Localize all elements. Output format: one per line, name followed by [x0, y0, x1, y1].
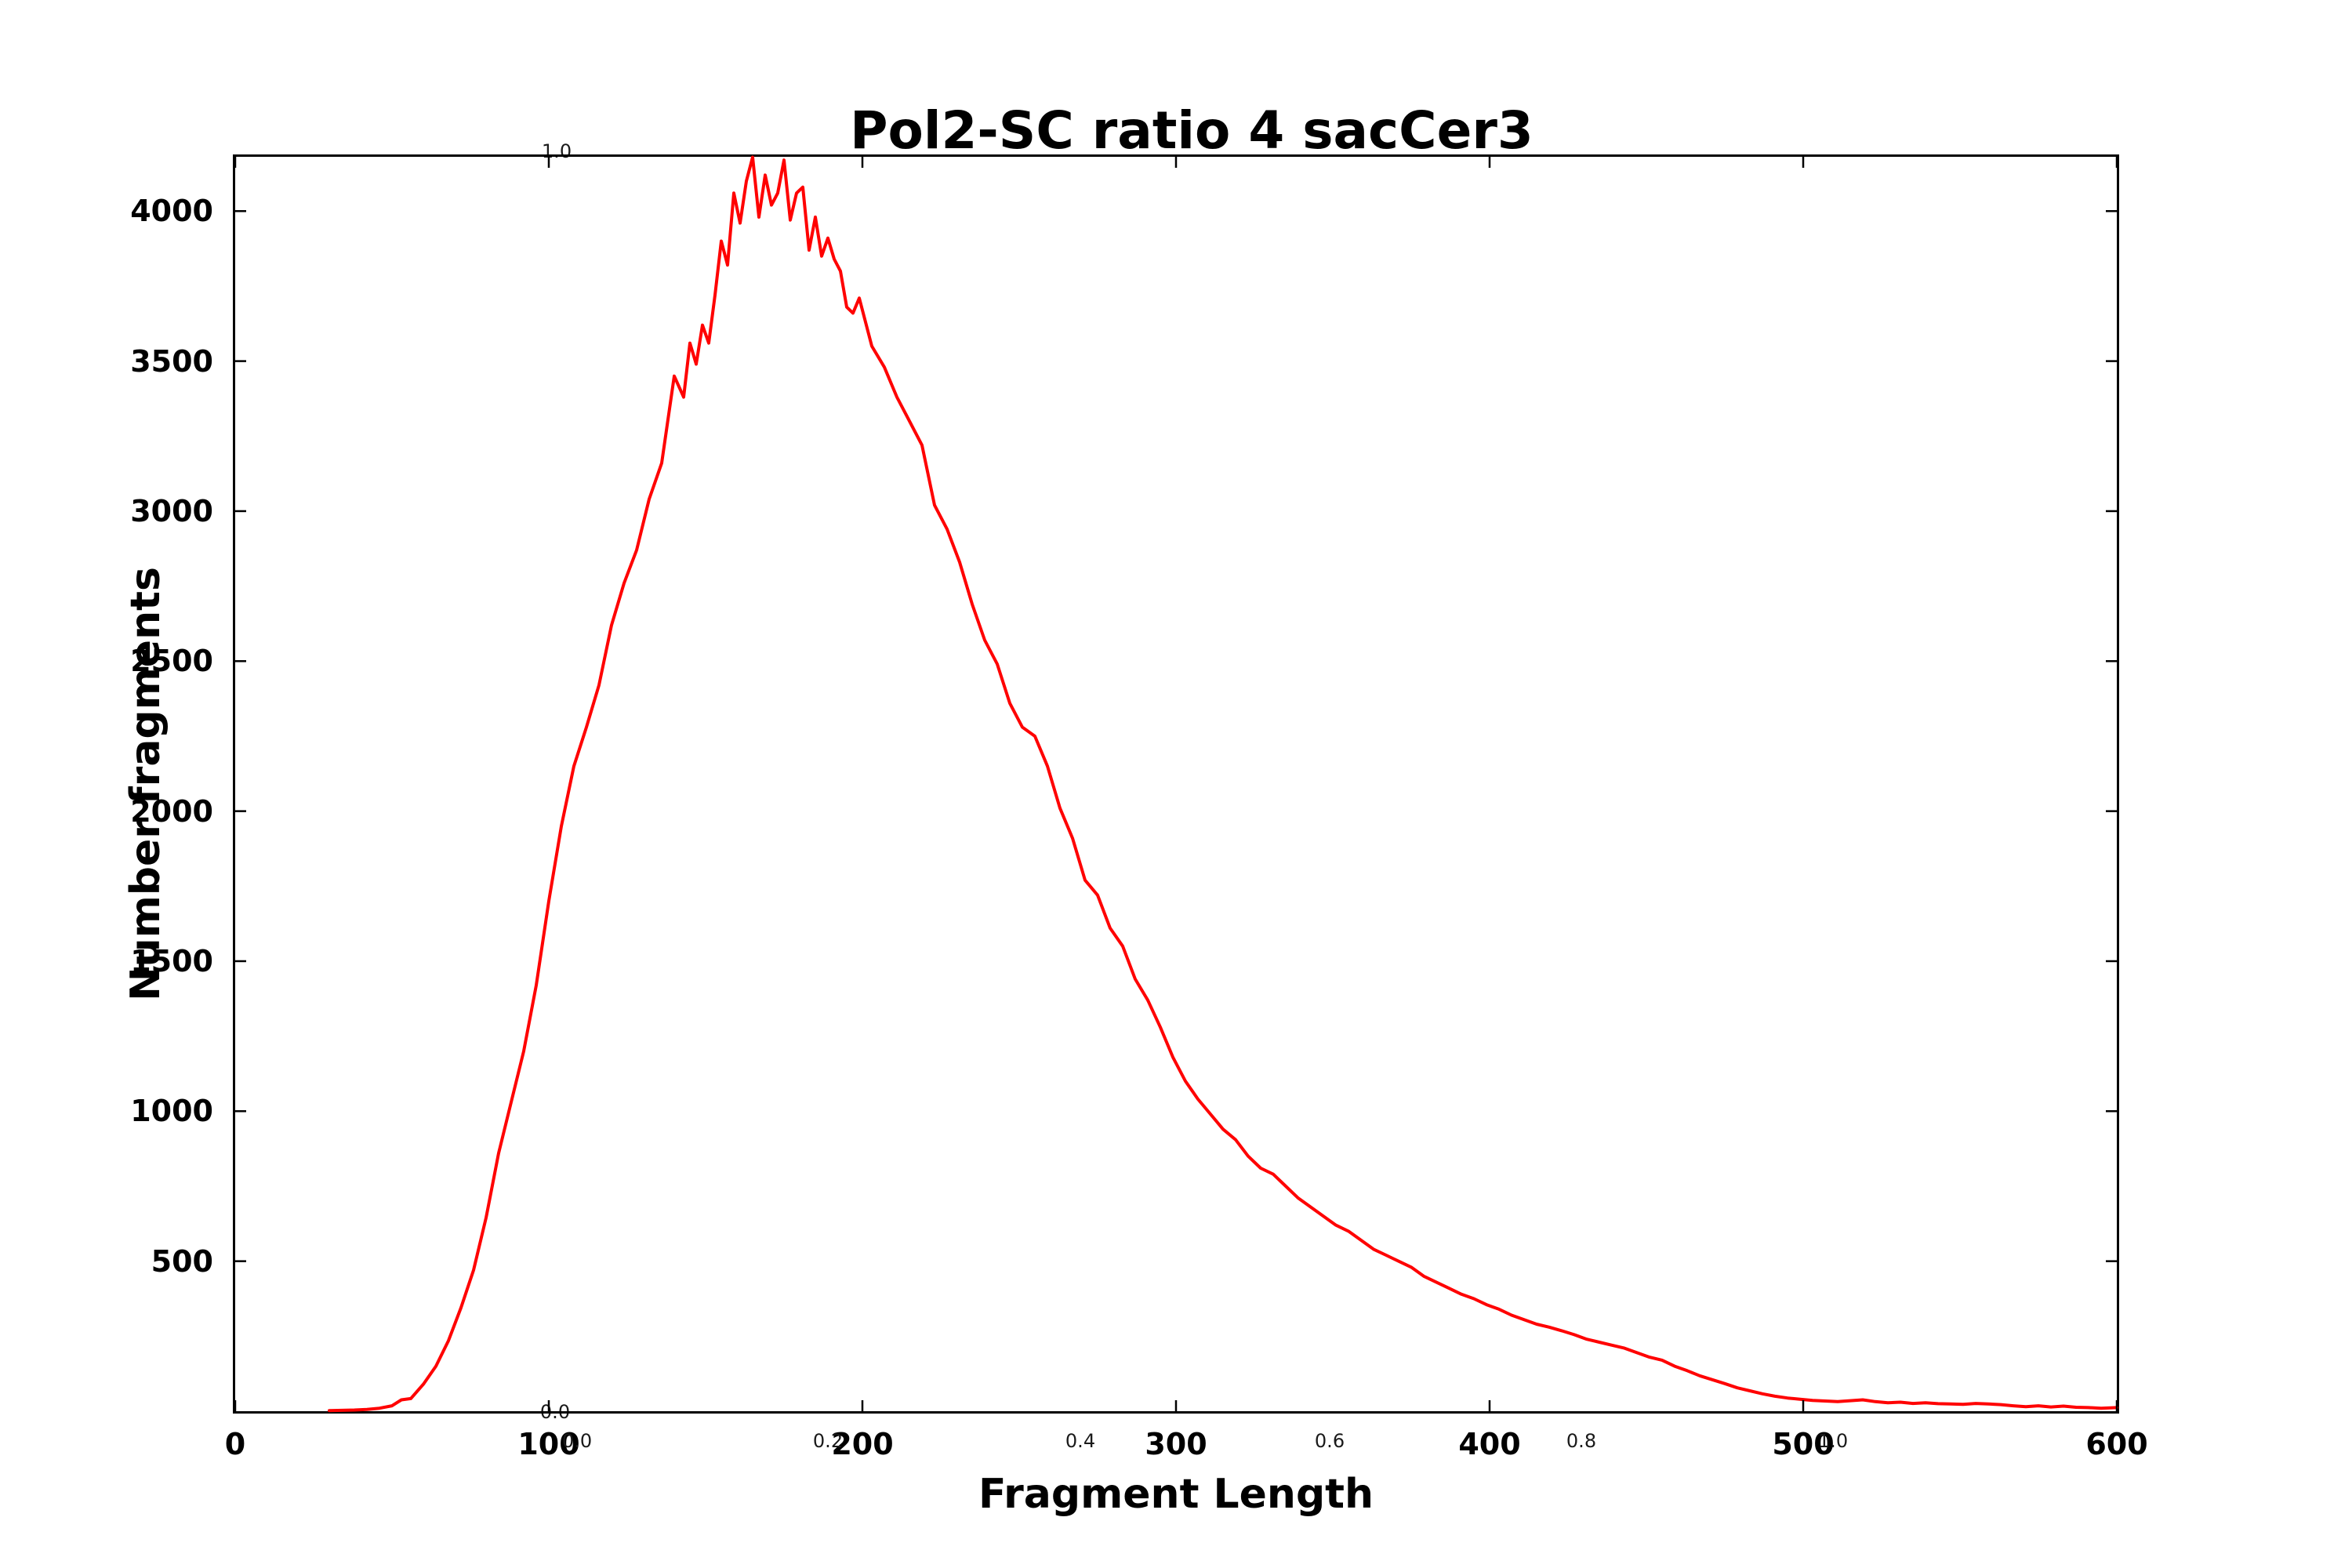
secondary-axis-label-3-0.2: 0.2 [812, 1430, 844, 1452]
x-tick-label-400: 400 [1458, 1427, 1521, 1461]
x-tick-label-300: 300 [1145, 1427, 1207, 1461]
x-tick-label-500: 500 [1772, 1427, 1835, 1461]
x-tick-label-600: 600 [2085, 1427, 2148, 1461]
y-tick-label-4000: 4000 [130, 194, 213, 229]
fragment-length-line-chart [234, 155, 2118, 1413]
y-tick-label-3000: 3000 [130, 493, 213, 528]
y-tick-label-1000: 1000 [130, 1094, 213, 1129]
y-tick-label-2000: 2000 [130, 793, 213, 829]
secondary-axis-label-5-0.6: 0.6 [1314, 1430, 1345, 1452]
secondary-axis-label-7-1.0: 1.0 [1817, 1430, 1849, 1452]
y-tick-label-2500: 2500 [130, 644, 213, 679]
x-tick-label-200: 200 [831, 1427, 894, 1461]
y-tick-label-1500: 1500 [130, 943, 213, 978]
x-tick-label-0: 0 [224, 1427, 246, 1461]
y-tick-label-500: 500 [151, 1243, 213, 1279]
secondary-axis-label-2-0.0: 0.0 [561, 1430, 593, 1452]
x-tick-label-100: 100 [517, 1427, 580, 1461]
secondary-axis-label-6-0.8: 0.8 [1566, 1430, 1597, 1452]
y-axis-label: Number fragments [122, 567, 169, 1001]
plot-area [233, 154, 2119, 1414]
secondary-axis-label-4-0.4: 0.4 [1065, 1430, 1096, 1452]
y-tick-label-3500: 3500 [130, 343, 213, 379]
x-axis-label: Fragment Length [978, 1471, 1374, 1518]
chart-title: Pol2-SC ratio 4 sacCer3 [850, 100, 1534, 161]
secondary-axis-label-0-1.0: 1.0 [541, 140, 572, 162]
data-line-fragment-length-histogram [328, 155, 2118, 1413]
